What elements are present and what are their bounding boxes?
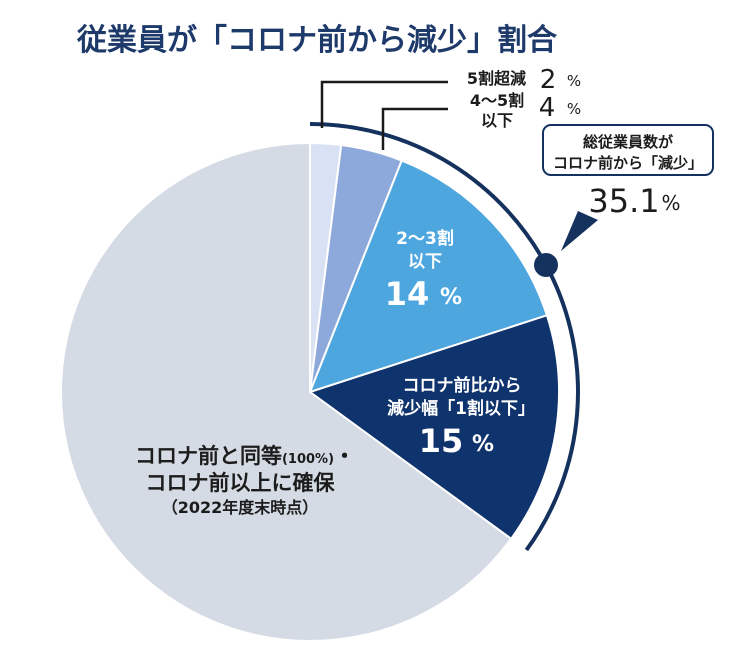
slice-unit-20-30pct: % <box>440 285 462 310</box>
slice-label-maintained-note: （2022年度末時点） <box>162 498 319 517</box>
slice-label-40-50pct-line2: 以下 <box>481 111 513 130</box>
leader-line-over-half <box>320 80 448 128</box>
slice-label-40-50pct-line1: 4～5割 <box>470 91 524 110</box>
callout-line1: 総従業員数が <box>583 133 674 151</box>
slice-label-maintained-mark: ・ <box>334 444 355 468</box>
slice-unit-40-50pct: % <box>567 100 581 118</box>
callout-box <box>542 124 714 176</box>
slice-label-up-to-10pct-line1: コロナ前比から <box>403 375 522 396</box>
pie <box>59 141 560 642</box>
slice-value-20-30pct: 14 <box>385 275 430 313</box>
slice-value-40-50pct: 4 <box>539 93 556 123</box>
callout-pointer <box>561 211 598 251</box>
callout-line2: コロナ前から「減少」 <box>553 154 703 172</box>
slice-label-maintained-line2: コロナ前以上に確保 <box>146 471 336 495</box>
slice-label-20-30pct-line1: 2～3割 <box>396 228 454 249</box>
leader-line-40-50pct <box>381 107 448 150</box>
slice-value-up-to-10pct: 15 <box>419 422 464 460</box>
slice-unit-up-to-10pct: % <box>472 432 494 457</box>
callout-total-unit: % <box>661 191 680 215</box>
slice-label-over-half: 5割超減 <box>467 69 526 88</box>
slice-unit-over-half: % <box>567 72 581 90</box>
slice-value-over-half: 2 <box>540 65 557 95</box>
slice-label-maintained-line1: コロナ前と同等(100%)・ <box>135 444 355 468</box>
slice-label-up-to-10pct-line2: 減少幅「1割以下」 <box>387 398 535 419</box>
slice-label-maintained-main: コロナ前と同等 <box>135 444 282 468</box>
chart-title: 従業員が「コロナ前から減少」割合 <box>76 23 557 58</box>
callout-total-value: 35.1 <box>588 182 659 220</box>
slice-label-maintained-sub: (100%) <box>282 452 334 467</box>
pie-slice-up-to-10pct-decrease <box>307 314 560 541</box>
pie-slice-maintained-or-above <box>59 141 513 642</box>
slice-label-20-30pct-line2: 以下 <box>408 252 442 272</box>
callout-dot <box>534 253 558 277</box>
